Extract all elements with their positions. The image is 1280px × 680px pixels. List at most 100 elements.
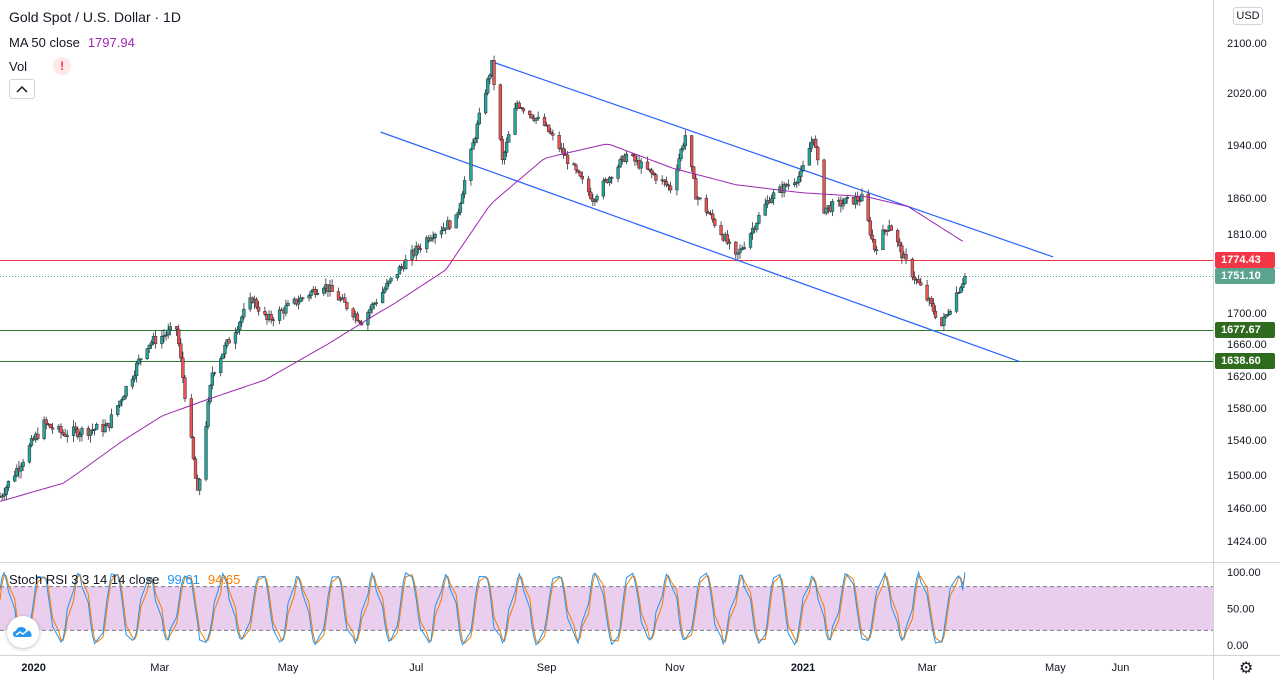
candle-body: [235, 329, 240, 333]
candle-body: [471, 142, 475, 150]
candle-body: [351, 308, 355, 318]
candle-body: [59, 426, 63, 433]
candle-body: [448, 220, 452, 229]
candle-body: [925, 284, 929, 301]
candle-body: [595, 195, 599, 201]
candle-body: [166, 329, 170, 336]
candle-body: [431, 237, 435, 240]
candle-body: [725, 234, 730, 244]
stoch-tick-label: 50.00: [1227, 604, 1255, 616]
chart-title: Gold Spot / U.S. Dollar · 1D: [9, 9, 181, 25]
candle-body: [904, 254, 908, 260]
candle-body: [589, 191, 593, 199]
candle-body: [254, 299, 259, 308]
candle-body: [460, 193, 465, 204]
candle-body: [206, 401, 210, 427]
candle-body: [681, 145, 685, 150]
time-tick-label: May: [1045, 662, 1066, 674]
price-tick-label: 1940.00: [1227, 140, 1267, 152]
candle-body: [208, 385, 212, 402]
warning-icon[interactable]: !: [53, 57, 72, 75]
candle-body: [885, 230, 889, 232]
candle-body: [286, 302, 290, 306]
candle-body: [839, 199, 843, 207]
candle-body: [816, 146, 820, 161]
candle-body: [416, 245, 420, 249]
candle-body: [21, 461, 25, 467]
stoch-label: Stoch RSI 3 3 14 14 close: [9, 572, 160, 587]
candle-body: [385, 283, 389, 290]
candle-body: [654, 174, 658, 181]
settings-gear-icon[interactable]: ⚙: [1239, 660, 1254, 677]
collapse-legend-button[interactable]: [9, 79, 35, 99]
candle-body: [874, 249, 879, 251]
currency-button[interactable]: USD: [1233, 7, 1263, 25]
price-tick-label: 1580.00: [1227, 403, 1267, 415]
candle-body: [271, 319, 275, 321]
candle-body: [177, 328, 181, 345]
candle-body: [963, 276, 967, 284]
candle-body: [736, 252, 740, 255]
candle-body: [4, 487, 8, 495]
candle-body: [132, 375, 137, 380]
candle-body: [242, 308, 246, 318]
candle-body: [698, 197, 702, 200]
candle-body: [219, 358, 223, 373]
candle-body: [429, 237, 433, 241]
candle-body: [860, 193, 864, 202]
candle-body: [664, 181, 669, 186]
time-tick-label: Jul: [409, 662, 423, 674]
candle-body: [223, 345, 227, 355]
time-tick-label: 2020: [21, 662, 45, 674]
candle-body: [486, 78, 490, 94]
candle-body: [120, 399, 124, 402]
candle-body: [221, 353, 225, 360]
candle-body: [740, 248, 744, 250]
candle-body: [755, 222, 759, 230]
candle-body: [6, 480, 11, 488]
candle-body: [898, 241, 902, 247]
candle-body: [528, 110, 532, 115]
candle-body: [204, 426, 208, 480]
candle-body: [355, 313, 360, 322]
candle-body: [675, 168, 679, 191]
candle-body: [948, 311, 952, 315]
candle-body: [551, 133, 555, 136]
price-tick-label: 1540.00: [1227, 435, 1267, 447]
candle-body: [507, 134, 511, 143]
candle-body: [679, 148, 683, 159]
time-tick-label: May: [278, 662, 299, 674]
candle-body: [961, 283, 965, 288]
candle-body: [565, 154, 570, 164]
candle-body: [269, 314, 273, 320]
candle-body: [2, 494, 6, 497]
candle-body: [313, 289, 317, 295]
candle-body: [315, 293, 320, 295]
candle-body: [395, 273, 399, 279]
candle-body: [42, 419, 46, 439]
candle-body: [36, 433, 40, 439]
time-tick-label: Sep: [537, 662, 557, 674]
candle-body: [822, 159, 826, 214]
candle-body: [713, 218, 717, 226]
ma-legend: MA 50 close 1797.94: [9, 35, 135, 50]
last-price-tag: 1751.10: [1215, 268, 1275, 285]
candle-body: [727, 241, 732, 244]
candle-body: [118, 400, 122, 406]
candle-body: [542, 116, 547, 126]
candle-body: [738, 248, 742, 254]
candle-body: [917, 279, 921, 283]
candle-body: [492, 60, 496, 85]
ma50-line: [0, 143, 964, 502]
candle-body: [618, 159, 622, 168]
candle-body: [397, 266, 402, 275]
candle-body: [706, 212, 711, 214]
candle-body: [944, 314, 948, 318]
tradingview-logo[interactable]: [7, 616, 39, 648]
candle-body: [168, 326, 172, 331]
candle-body: [61, 432, 65, 435]
candle-body: [418, 248, 423, 250]
candle-body: [343, 297, 347, 303]
candle-body: [88, 430, 93, 436]
